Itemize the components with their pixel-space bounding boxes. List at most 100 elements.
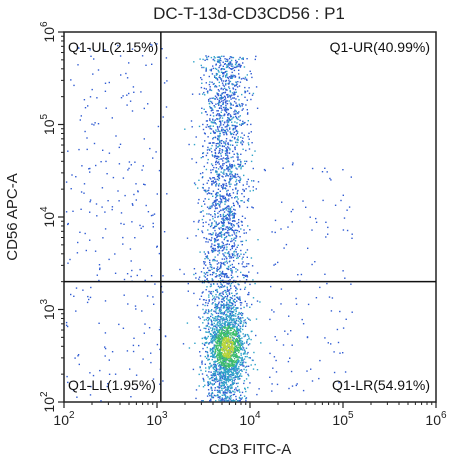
- event-point: [218, 173, 220, 175]
- event-point: [219, 120, 222, 122]
- event-point: [215, 370, 217, 373]
- event-point: [231, 318, 233, 321]
- event-point: [164, 335, 167, 337]
- event-point: [326, 282, 328, 285]
- event-point: [220, 247, 222, 249]
- event-point: [256, 107, 259, 109]
- event-point: [225, 291, 227, 294]
- event-point: [209, 349, 212, 351]
- event-point: [235, 248, 237, 251]
- event-point: [219, 245, 221, 248]
- event-point: [220, 195, 222, 197]
- event-point: [223, 224, 225, 226]
- event-point: [208, 383, 210, 385]
- event-point: [245, 251, 247, 254]
- event-point: [89, 171, 91, 173]
- event-point: [351, 233, 353, 235]
- event-point: [242, 120, 244, 123]
- event-point: [220, 294, 222, 297]
- event-point: [216, 317, 218, 319]
- event-point: [203, 380, 205, 382]
- event-point: [225, 147, 227, 149]
- event-point: [237, 63, 240, 66]
- event-point: [222, 242, 224, 244]
- event-point: [232, 124, 235, 127]
- event-point: [234, 361, 237, 363]
- plot-frame: [63, 31, 437, 403]
- event-point: [247, 365, 250, 367]
- event-point: [240, 64, 242, 67]
- event-point: [336, 328, 339, 331]
- event-point: [229, 284, 232, 286]
- event-point: [240, 141, 242, 143]
- event-point: [201, 360, 203, 362]
- event-point: [238, 116, 240, 118]
- event-point: [220, 279, 222, 282]
- event-point: [271, 383, 273, 385]
- event-point: [224, 318, 227, 321]
- event-point: [224, 336, 227, 338]
- event-point: [246, 340, 248, 343]
- event-point: [229, 185, 231, 188]
- event-point: [226, 128, 228, 130]
- event-point: [225, 102, 227, 104]
- event-point: [199, 351, 201, 353]
- event-point: [207, 322, 209, 324]
- event-point: [225, 218, 228, 220]
- event-point: [229, 90, 231, 92]
- event-point: [235, 333, 237, 335]
- event-point: [226, 296, 228, 298]
- event-point: [342, 229, 345, 231]
- event-point: [216, 306, 219, 308]
- event-point: [247, 386, 249, 389]
- event-point: [222, 286, 225, 288]
- event-point: [217, 304, 219, 306]
- event-point: [216, 207, 218, 209]
- event-point: [233, 350, 236, 353]
- event-point: [214, 250, 216, 252]
- event-point: [228, 359, 230, 362]
- event-point: [219, 206, 221, 208]
- event-point: [219, 267, 221, 270]
- event-point: [228, 309, 230, 311]
- event-point: [227, 332, 229, 335]
- event-point: [232, 254, 234, 256]
- event-point: [224, 197, 226, 200]
- event-point: [290, 370, 293, 373]
- event-point: [222, 297, 224, 299]
- event-point: [104, 346, 106, 348]
- event-point: [232, 150, 234, 153]
- event-point: [215, 204, 217, 206]
- event-point: [210, 315, 212, 318]
- event-point: [248, 338, 250, 340]
- event-point: [227, 303, 229, 306]
- event-point: [202, 145, 204, 147]
- event-point: [225, 154, 227, 156]
- event-point: [224, 203, 226, 205]
- event-point: [232, 382, 234, 384]
- event-point: [232, 356, 235, 358]
- event-point: [244, 76, 247, 79]
- event-point: [241, 325, 244, 328]
- event-point: [156, 246, 158, 248]
- event-point: [219, 246, 222, 248]
- event-point: [227, 227, 229, 229]
- event-point: [158, 252, 161, 255]
- event-point: [224, 338, 226, 341]
- event-point: [233, 325, 235, 327]
- event-point: [235, 353, 237, 356]
- event-point: [192, 368, 195, 371]
- event-point: [234, 136, 236, 139]
- event-point: [230, 269, 232, 272]
- event-point: [195, 277, 197, 279]
- event-point: [226, 384, 228, 386]
- event-point: [202, 187, 204, 189]
- event-point: [70, 188, 72, 190]
- event-point: [221, 82, 224, 84]
- event-point: [201, 205, 203, 207]
- event-point: [251, 303, 253, 306]
- event-point: [232, 299, 235, 301]
- event-point: [222, 157, 225, 159]
- event-point: [206, 354, 209, 356]
- event-point: [215, 344, 217, 346]
